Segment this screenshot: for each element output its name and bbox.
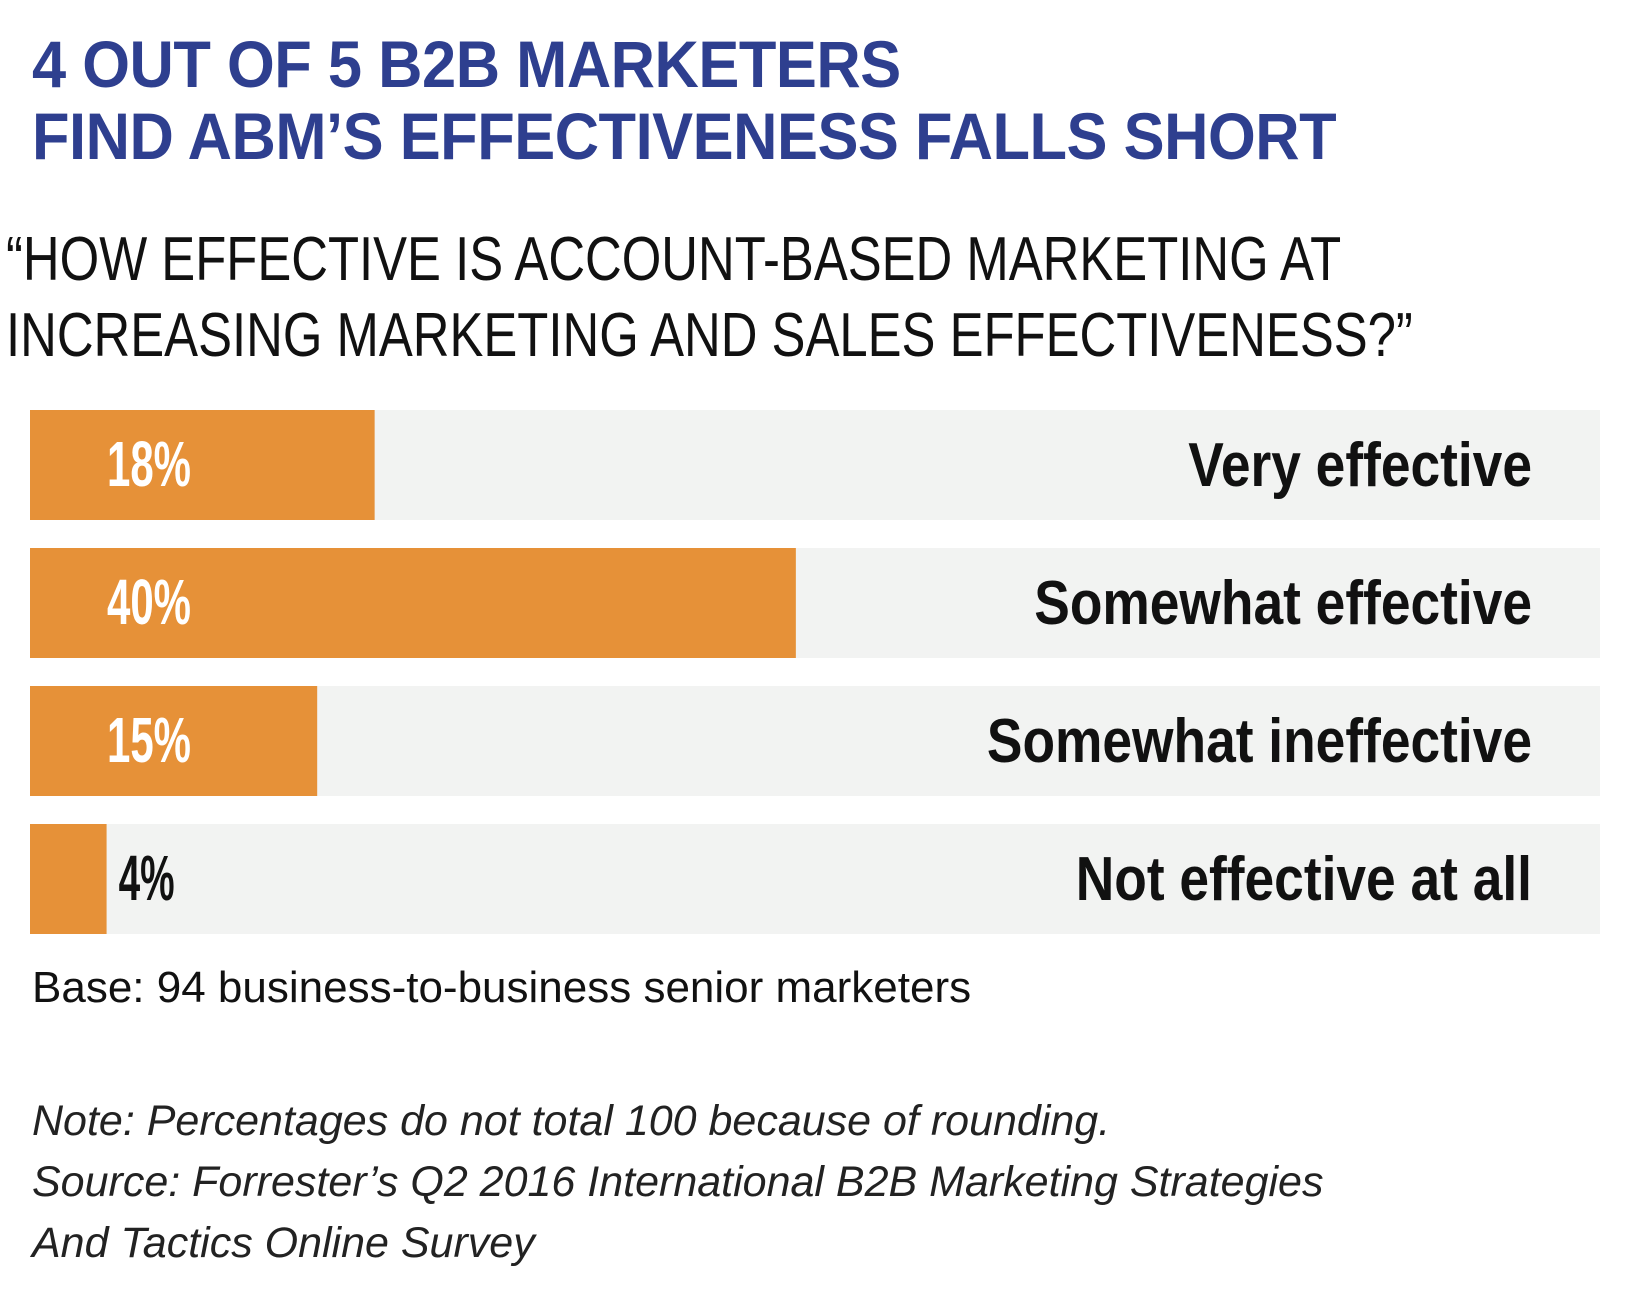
value-label-somewhat-effective: 40%: [107, 566, 191, 638]
footnote-source-1: Source: Forrester’s Q2 2016 Internationa…: [32, 1158, 1324, 1206]
chart-title-line-1: 4 OUT OF 5 B2B MARKETERS: [32, 27, 901, 101]
value-label-very-effective: 18%: [107, 428, 191, 500]
bar-chart: 18% Very effective 40% Somewhat effective 15…: [30, 410, 1600, 934]
base-note: Base: 94 business-to-business senior mar…: [32, 963, 972, 1012]
category-label-very-effective: Very effective: [1188, 431, 1532, 500]
value-label-somewhat-ineffective: 15%: [107, 704, 191, 776]
survey-question-line-1: “HOW EFFECTIVE IS ACCOUNT-BASED MARKETIN…: [6, 225, 1342, 294]
bar-somewhat-ineffective: [30, 686, 318, 796]
chart-title: 4 OUT OF 5 B2B MARKETERS FIND ABM’S EFFE…: [32, 27, 1337, 173]
category-label-not-effective-at-all: Not effective at all: [1076, 845, 1532, 914]
survey-question-line-2: INCREASING MARKETING AND SALES EFFECTIVE…: [6, 301, 1413, 370]
value-label-not-effective-at-all: 4%: [119, 842, 175, 914]
chart-title-line-2: FIND ABM’S EFFECTIVENESS FALLS SHORT: [32, 99, 1337, 173]
footnote-source-2: And Tactics Online Survey: [32, 1219, 535, 1267]
bar-not-effective-at-all: [30, 824, 107, 934]
footnote-rounding: Note: Percentages do not total 100 becau…: [32, 1097, 1111, 1145]
category-label-somewhat-ineffective: Somewhat ineffective: [987, 707, 1532, 776]
survey-question: “HOW EFFECTIVE IS ACCOUNT-BASED MARKETIN…: [6, 222, 1413, 374]
footnotes: Note: Percentages do not total 100 becau…: [32, 1091, 1323, 1274]
bar-track-not-effective-at-all: [30, 824, 1600, 934]
category-label-somewhat-effective: Somewhat effective: [1034, 569, 1532, 638]
bar-very-effective: [30, 410, 375, 520]
bar-somewhat-effective: [30, 548, 796, 658]
